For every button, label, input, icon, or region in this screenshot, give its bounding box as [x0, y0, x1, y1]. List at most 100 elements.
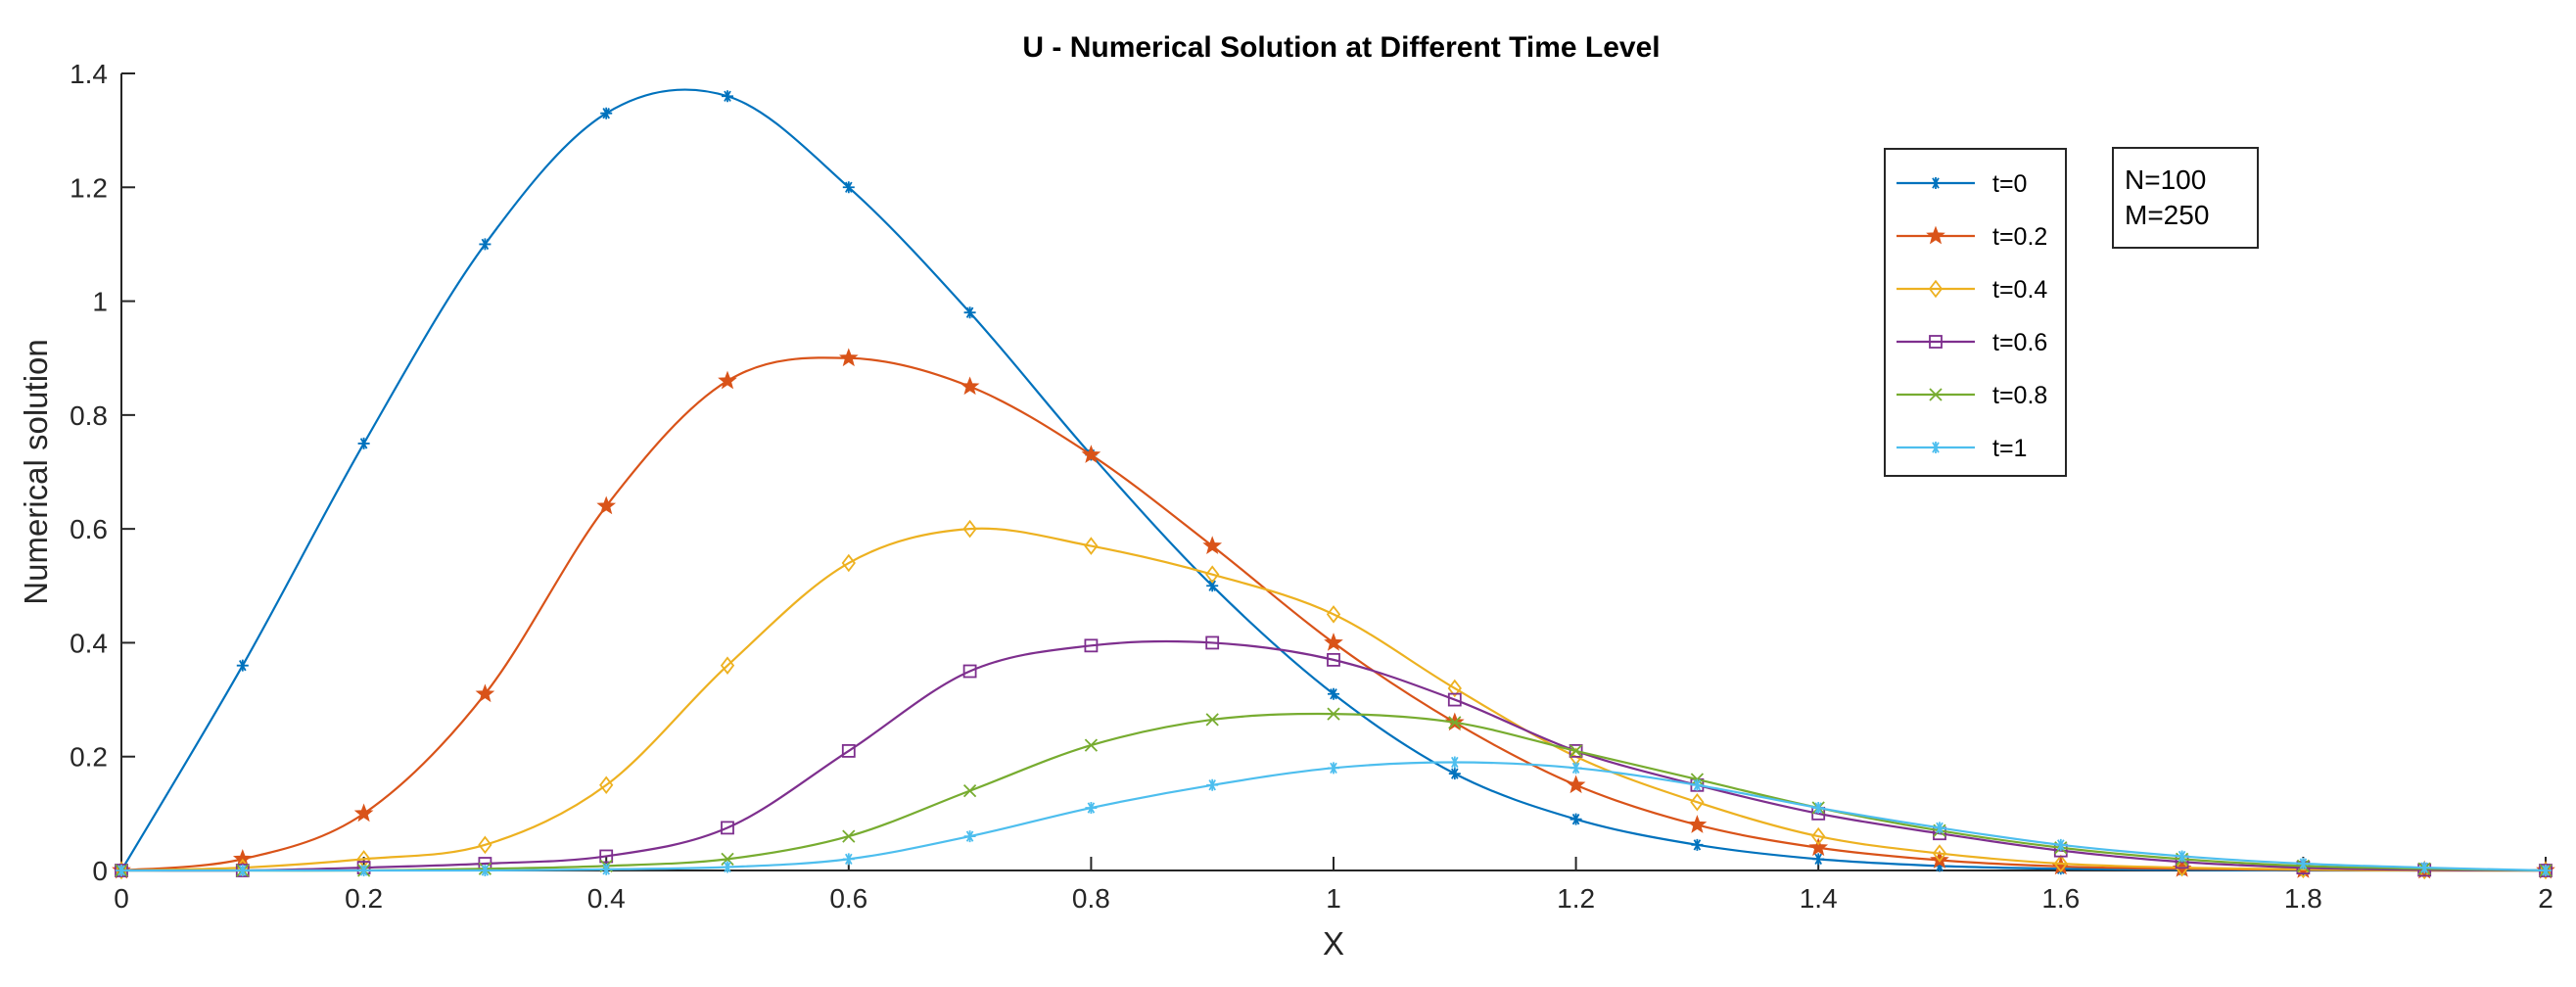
x-tick-label: 1.2 [1557, 883, 1595, 914]
data-point [1566, 775, 1586, 794]
data-point [1324, 633, 1343, 651]
data-point [1929, 335, 1943, 349]
data-point [1205, 565, 1220, 584]
data-point [838, 348, 859, 367]
data-point [841, 553, 856, 573]
data-point [479, 238, 492, 251]
data-point [1327, 707, 1340, 721]
legend-label: t=0 [1992, 170, 2027, 198]
legend-item: t=0 [1897, 170, 2027, 198]
data-point [114, 861, 129, 880]
legend-item: t=1 [1897, 435, 2027, 462]
data-point [2053, 854, 2068, 873]
annotation-n: N=100 [2125, 164, 2206, 195]
data-point [963, 306, 976, 319]
data-point [2540, 865, 2552, 876]
x-tick-label: 0.8 [1072, 883, 1110, 914]
data-point [600, 107, 613, 119]
data-point [1085, 802, 1098, 815]
data-point [599, 776, 614, 795]
data-point [962, 783, 977, 798]
data-point [718, 370, 737, 390]
y-ticks: 0 0.2 0.4 0.6 0.8 1 1.2 1.4 [70, 59, 135, 886]
x-tick-label: 2 [2538, 883, 2553, 914]
data-point [596, 495, 617, 515]
x-tick-label: 1 [1326, 883, 1341, 914]
data-point [1569, 813, 1582, 825]
legend: t=0 t=0.2 t=0.4 t=0.6 t=0.8 t=1 [1884, 148, 2067, 477]
data-point [841, 744, 856, 758]
legend-item: t=0.4 [1897, 276, 2047, 304]
data-point [842, 181, 855, 194]
data-point [478, 835, 492, 855]
data-point [1202, 536, 1223, 554]
data-point [721, 852, 734, 867]
data-point [1447, 679, 1462, 698]
data-point [1934, 860, 1945, 872]
data-point [1687, 815, 1708, 833]
data-point [353, 803, 374, 822]
data-point [1447, 692, 1462, 707]
legend-label: t=0.2 [1992, 223, 2047, 251]
annotation-frame [2112, 147, 2259, 249]
series-line [120, 639, 2547, 872]
data-point [1328, 762, 1339, 775]
series-line [120, 356, 2547, 872]
legend-box [1884, 148, 2067, 477]
y-tick-label: 0.6 [70, 514, 108, 544]
data-point [1081, 445, 1101, 463]
data-point [236, 659, 249, 672]
data-point [357, 437, 370, 449]
data-point [2054, 838, 2067, 851]
data-point [722, 90, 733, 103]
series-line [120, 88, 2546, 872]
data-point [1206, 580, 1219, 592]
y-tick-label: 0 [92, 856, 108, 886]
data-point [1928, 279, 1944, 299]
data-point [1691, 778, 1704, 791]
y-tick-label: 0.4 [70, 628, 108, 658]
data-point [963, 830, 976, 843]
data-point [842, 829, 856, 843]
legend-item: t=0.8 [1897, 382, 2047, 409]
legend-items: t=0 t=0.2 t=0.4 t=0.6 t=0.8 t=1 [1897, 170, 2047, 462]
data-point [1930, 850, 1949, 869]
legend-label: t=0.6 [1992, 329, 2047, 356]
data-point [2538, 861, 2553, 880]
data-point [1448, 756, 1461, 769]
series-t=0.4 [114, 519, 2553, 880]
data-point [1328, 687, 1339, 700]
data-point [2418, 862, 2431, 874]
legend-item: t=0.2 [1897, 223, 2047, 251]
data-point [116, 865, 127, 876]
data-point [1811, 826, 1826, 846]
data-point [1932, 844, 1947, 863]
data-point [1934, 822, 1945, 834]
x-tick-label: 1.6 [2041, 883, 2080, 914]
chart-title: U - Numerical Solution at Different Time… [1022, 31, 1660, 64]
data-point [475, 683, 495, 703]
data-point [1808, 837, 1829, 857]
legend-label: t=0.4 [1992, 276, 2047, 304]
series-t=1 [116, 756, 2552, 876]
plot-area: 0 0.2 0.4 0.6 0.8 1 1.2 1.4 1.6 1.8 2 0 0.2 0.4 0.6 0.… [70, 59, 2555, 914]
data-point [962, 664, 977, 679]
x-tick-label: 0 [114, 883, 129, 914]
data-point [2297, 858, 2310, 870]
data-point [1569, 744, 1583, 758]
y-tick-label: 1.4 [70, 59, 108, 89]
y-tick-label: 1 [92, 287, 108, 317]
data-point [722, 861, 733, 873]
data-point [1812, 853, 1825, 866]
data-point [962, 519, 977, 539]
annotation-box: N=100 M=250 [2112, 147, 2259, 249]
data-point [1084, 537, 1099, 555]
y-tick-label: 0.2 [70, 742, 108, 773]
x-tick-label: 0.2 [345, 883, 383, 914]
data-point [1926, 225, 1945, 245]
data-point [357, 865, 370, 876]
data-point [1929, 388, 1943, 401]
x-tick-label: 0.4 [587, 883, 626, 914]
x-tick-label: 0.6 [829, 883, 867, 914]
data-point [720, 656, 735, 675]
